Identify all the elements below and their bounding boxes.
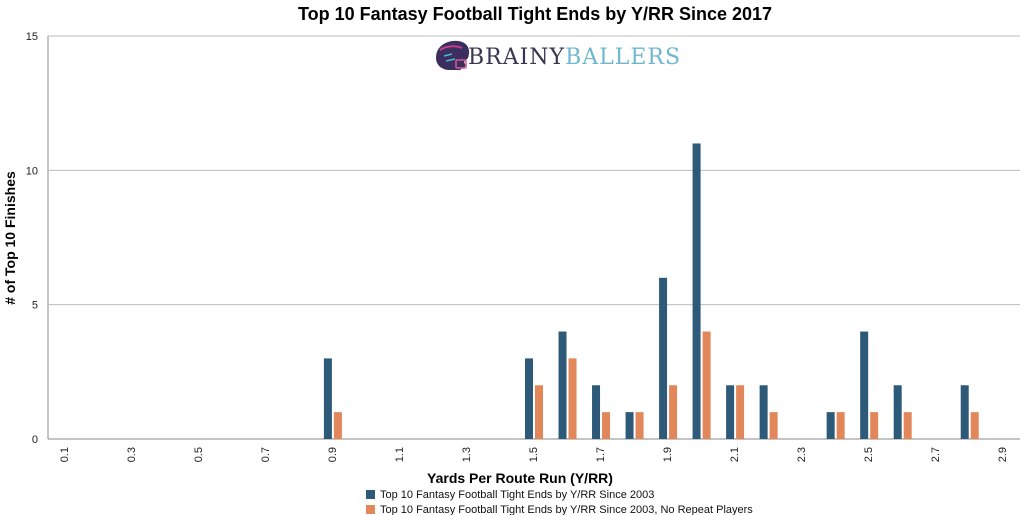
bar-series-1-1.6 [568,358,577,439]
bar-series-1-1.9 [669,385,678,439]
bar-series-0-0.9 [323,358,332,439]
y-tick-label: 5 [32,300,38,312]
bar-series-1-2.1 [736,385,745,439]
x-tick-label: 1.5 [528,447,540,462]
grid [47,35,1020,440]
y-axis-ticks: 0 5 10 15 [26,31,38,446]
x-tick-label: 0.1 [59,447,71,462]
x-tick-label: 0.5 [193,447,205,462]
y-tick-label: 15 [26,31,38,43]
bar-series-0-2.1 [726,385,735,439]
bar-series-0-2.4 [826,412,835,439]
legend-swatch-1 [366,505,375,514]
y-tick-label: 0 [32,434,38,446]
bars [323,143,979,439]
football-helmet-icon [436,40,470,70]
x-tick-label: 2.1 [729,447,741,462]
x-tick-label: 0.3 [126,447,138,462]
x-tick-label: 2.5 [863,447,875,462]
logo-text-ballers: BALLERS [565,45,681,70]
y-tick-label: 10 [26,165,38,177]
bar-series-1-2 [702,331,711,439]
bar-series-0-2.5 [860,331,869,439]
legend-label-1: Top 10 Fantasy Football Tight Ends by Y/… [380,504,753,515]
bar-series-0-1.5 [525,358,533,439]
legend-swatch-0 [366,490,375,499]
x-tick-label: 1.7 [595,447,607,462]
legend: Top 10 Fantasy Football Tight Ends by Y/… [366,489,753,515]
bar-series-1-2.8 [970,412,979,439]
bar-series-1-1.8 [635,412,644,439]
x-tick-label: 1.9 [662,447,674,462]
bar-series-0-2.8 [960,385,969,439]
chart-title: Top 10 Fantasy Football Tight Ends by Y/… [298,4,772,24]
x-tick-label: 2.3 [796,447,808,462]
legend-item-1: Top 10 Fantasy Football Tight Ends by Y/… [366,504,753,515]
x-tick-label: 2.9 [997,447,1009,462]
logo-text-brainy: BRAINY [468,45,565,70]
bar-series-1-2.2 [769,412,778,439]
bar-series-0-1.6 [558,331,567,439]
legend-item-0: Top 10 Fantasy Football Tight Ends by Y/… [366,489,654,501]
bar-series-1-1.7 [602,412,611,439]
brand-logo: BRAINYBALLERS [436,40,681,70]
bar-series-0-2.2 [759,385,768,439]
bar-series-0-1.7 [592,385,601,439]
x-axis-title: Yards Per Route Run (Y/RR) [427,470,613,486]
bar-series-0-2 [692,143,701,439]
svg-text:BRAINYBALLERS: BRAINYBALLERS [468,45,681,70]
bar-series-0-1.9 [659,277,668,439]
y-axis-title: # of Top 10 Finishes [2,171,18,305]
x-tick-label: 0.9 [327,447,339,462]
x-tick-label: 2.7 [930,447,942,462]
bar-series-1-2.6 [903,412,912,439]
bar-series-0-1.8 [625,412,634,439]
x-axis-ticks: 0.1 0.3 0.5 0.7 0.9 1.1 1.3 1.5 1.7 1.9 2.1 2.3 2.5 2… [59,447,1009,462]
bar-series-0-2.6 [893,385,902,439]
x-tick-label: 1.3 [461,447,473,462]
x-tick-label: 1.1 [394,447,406,462]
bar-series-1-2.4 [836,412,845,439]
legend-label-0: Top 10 Fantasy Football Tight Ends by Y/… [380,489,654,501]
bar-series-1-1.5 [535,385,543,439]
x-tick-label: 0.7 [260,447,272,462]
bar-series-1-2.5 [870,412,879,439]
bar-series-1-0.9 [333,412,342,439]
